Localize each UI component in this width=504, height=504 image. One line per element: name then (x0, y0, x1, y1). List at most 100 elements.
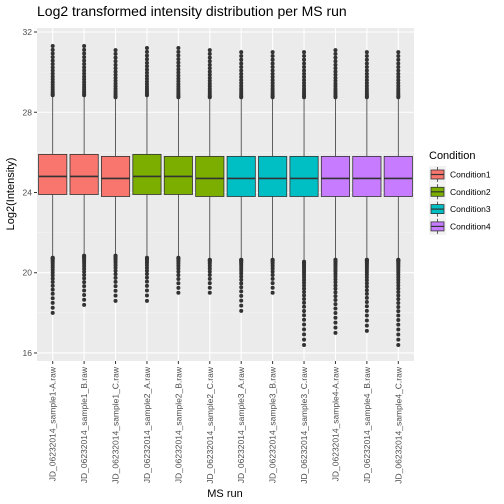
outlier-point (82, 48, 86, 52)
outlier-point (333, 52, 337, 56)
x-tick-label: JD_06232014_sample2_A.raw (142, 366, 152, 483)
outlier-point (145, 64, 149, 68)
outlier-point (145, 289, 149, 293)
outlier-point (239, 54, 243, 58)
outlier-point (365, 300, 369, 304)
outlier-point (82, 293, 86, 297)
chart-title: Log2 transformed intensity distribution … (37, 3, 347, 19)
outlier-point (396, 309, 400, 313)
outlier-point (82, 52, 86, 56)
outlier-point (239, 285, 243, 289)
outlier-point (82, 55, 86, 59)
x-tick-label: JD_06232014_sample2_C.raw (205, 366, 215, 484)
outlier-point (51, 55, 55, 59)
y-tick-label: 16 (23, 348, 33, 358)
outlier-point (302, 293, 306, 297)
outlier-point (271, 50, 275, 54)
outlier-point (396, 68, 400, 72)
y-tick-label: 28 (23, 107, 33, 117)
outlier-point (302, 58, 306, 62)
outlier-point (333, 326, 337, 330)
box-iqr (290, 156, 318, 196)
outlier-point (82, 303, 86, 307)
outlier-point (333, 287, 337, 291)
outlier-point (114, 299, 118, 303)
outlier-point (114, 52, 118, 56)
outlier-point (271, 273, 275, 277)
outlier-point (333, 56, 337, 60)
outlier-point (176, 50, 180, 54)
outlier-point (302, 65, 306, 69)
outlier-point (271, 54, 275, 58)
outlier-point (271, 58, 275, 62)
outlier-point (51, 48, 55, 52)
outlier-point (365, 285, 369, 289)
outlier-point (333, 290, 337, 294)
outlier-point (239, 289, 243, 293)
outlier-point (365, 61, 369, 65)
x-tick-label: JD_06232014_sample3_B.raw (268, 366, 278, 483)
outlier-point (333, 294, 337, 298)
outlier-point (396, 332, 400, 336)
outlier-point (208, 273, 212, 277)
x-tick-label: JD_06232014_sample4_B.raw (362, 366, 372, 483)
outlier-point (176, 64, 180, 68)
outlier-point (82, 276, 86, 280)
y-axis-title: Log2(Intensity) (5, 158, 17, 231)
outlier-point (145, 294, 149, 298)
outlier-point (302, 322, 306, 326)
outlier-point (302, 343, 306, 347)
outlier-point (333, 306, 337, 310)
outlier-point (51, 59, 55, 63)
outlier-point (145, 57, 149, 61)
outlier-point (114, 294, 118, 298)
outlier-point (208, 286, 212, 290)
outlier-point (302, 54, 306, 58)
outlier-point (365, 58, 369, 62)
outlier-point (208, 56, 212, 60)
legend-label: Condition3 (450, 204, 491, 214)
outlier-point (239, 294, 243, 298)
outlier-point (271, 61, 275, 65)
outlier-point (176, 281, 180, 285)
outlier-point (82, 280, 86, 284)
outlier-point (51, 44, 55, 48)
outlier-point (114, 272, 118, 276)
outlier-point (51, 311, 55, 315)
outlier-point (333, 66, 337, 70)
outlier-point (396, 54, 400, 58)
outlier-point (239, 299, 243, 303)
outlier-point (365, 318, 369, 322)
outlier-point (208, 281, 212, 285)
outlier-point (365, 65, 369, 69)
outlier-point (176, 277, 180, 281)
box-iqr (258, 156, 286, 196)
outlier-point (145, 299, 149, 303)
outlier-point (208, 59, 212, 63)
outlier-point (82, 273, 86, 277)
outlier-point (176, 61, 180, 65)
outlier-point (365, 329, 369, 333)
outlier-point (333, 331, 337, 335)
outlier-point (176, 273, 180, 277)
outlier-point (114, 284, 118, 288)
outlier-point (271, 270, 275, 274)
outlier-point (302, 68, 306, 72)
legend-label: Condition1 (450, 170, 491, 180)
outlier-point (145, 50, 149, 54)
outlier-point (82, 62, 86, 66)
outlier-point (302, 290, 306, 294)
outlier-point (114, 66, 118, 70)
outlier-point (396, 293, 400, 297)
outlier-point (396, 327, 400, 331)
outlier-point (208, 52, 212, 56)
outlier-point (239, 304, 243, 308)
outlier-point (302, 297, 306, 301)
outlier-point (365, 314, 369, 318)
y-tick-label: 24 (23, 187, 33, 197)
outlier-point (396, 290, 400, 294)
x-tick-label: JD_06232014_sample2_B.raw (173, 366, 183, 483)
outlier-point (82, 298, 86, 302)
outlier-point (114, 56, 118, 60)
y-tick-label: 32 (23, 27, 33, 37)
